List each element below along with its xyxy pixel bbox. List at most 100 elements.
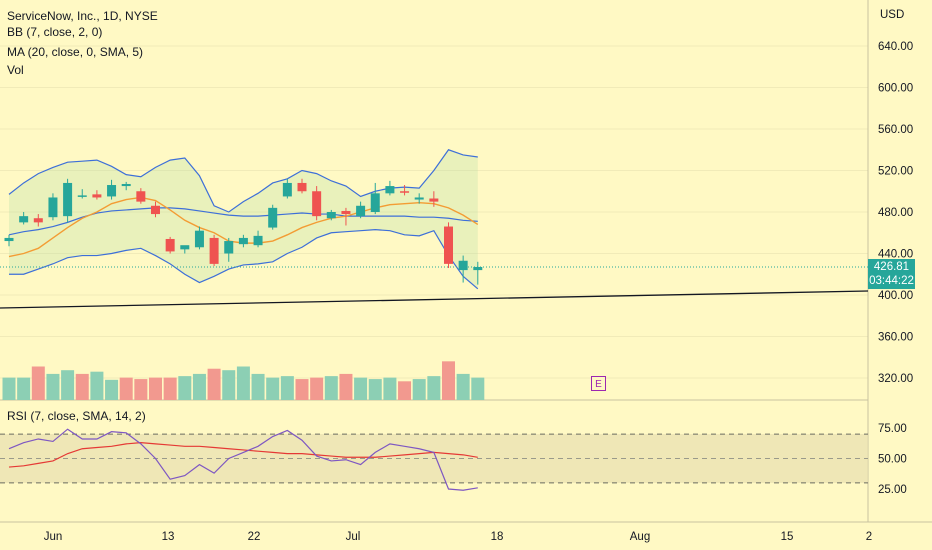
candle-body [19,216,29,223]
rsi-tick-label: 25.00 [878,484,907,496]
volume-bar [324,376,338,400]
candle-body [253,235,263,246]
candle-body [77,195,87,197]
time-tick-label: 15 [781,531,794,543]
rsi-ma-line [8,442,478,468]
time-tick-label: 13 [162,531,175,543]
candle-body [136,191,146,202]
candlesticks[interactable] [4,178,483,285]
candle [48,193,58,221]
candle [92,190,102,200]
candle-body [48,197,58,218]
price-tick-label: 360.00 [878,332,913,344]
candle [136,188,146,204]
volume-bar [295,379,309,400]
volume-bar [163,377,177,400]
volume-bar [427,376,441,400]
time-axis[interactable]: Jun 13 22 Jul 18 Aug 15 2 [44,531,872,543]
candle [19,212,29,225]
legend-volume[interactable]: Vol [7,63,24,77]
candle-body [297,182,307,192]
rsi-band [0,433,868,484]
candle-body [444,226,453,264]
volume-bar [412,379,426,400]
candle-body [209,237,219,264]
price-axis[interactable]: 640.00 600.00 560.00 520.00 480.00 440.00 400.… [878,41,913,385]
candle-body [92,194,102,198]
candle-body [63,182,73,217]
volume-bar [236,366,250,400]
candle-body [4,237,14,242]
time-tick-label: 2 [866,531,872,543]
candle [326,209,336,221]
candle-body [400,191,410,193]
legend-rsi[interactable]: RSI (7, close, SMA, 14, 2) [7,409,146,423]
rsi-tick-label: 50.00 [878,454,907,466]
legend-ma[interactable]: MA (20, close, 0, SMA, 5) [7,45,144,59]
legend-symbol[interactable]: ServiceNow, Inc., 1D, NYSE [7,9,158,23]
candle-body [282,182,292,197]
volume-bar [368,379,382,400]
candle-body [180,245,190,250]
time-tick-label: Jun [44,531,63,543]
candle [165,236,175,254]
price-tick-label: 320.00 [878,373,913,385]
candle-body [107,185,117,197]
candle [385,180,395,196]
candle-body [238,237,248,245]
volume-bar [383,377,397,400]
bar-countdown: 03:44:22 [869,275,914,287]
volume-bar [105,379,119,400]
volume-bars [2,361,485,400]
candle [268,204,278,230]
candle [297,178,307,194]
volume-bar [310,377,324,400]
candle-body [194,230,204,248]
candle-body [33,218,43,223]
current-price-badge: 426.81 03:44:22 [868,259,915,289]
volume-bar [2,377,16,400]
rsi-line [8,428,478,491]
price-tick-label: 480.00 [878,207,913,219]
candle [253,230,263,248]
candle [63,178,73,223]
candle-body [341,210,351,215]
candle [282,178,292,199]
volume-bar [61,370,75,400]
volume-bar [456,373,470,400]
rsi-axis[interactable]: 75.00 50.00 25.00 [878,423,907,496]
candle-body [326,212,336,219]
candle [444,222,453,269]
candle [370,182,380,215]
candle-body [414,197,424,200]
candle-body [121,183,131,187]
candle [4,234,14,247]
volume-bar [251,373,265,400]
currency-label: USD [880,9,904,21]
rsi-tick-label: 75.00 [878,423,907,435]
volume-bar [354,377,368,400]
candle [238,234,248,248]
candle-body [224,241,234,254]
candle [356,201,366,219]
volume-bar [90,371,104,400]
volume-bar [398,381,412,400]
trendline[interactable] [0,290,869,309]
legend-bollinger[interactable]: BB (7, close, 2, 0) [7,25,103,39]
price-tick-label: 560.00 [878,124,913,136]
volume-bar [178,376,192,400]
candle [33,214,43,227]
volume-bar [17,377,31,400]
candle [341,207,351,226]
price-tick-label: 520.00 [878,166,913,178]
earnings-marker[interactable]: E [591,376,606,391]
volume-bar [266,377,280,400]
candle-body [151,205,160,215]
current-price-value: 426.81 [873,261,910,273]
candle [209,234,219,266]
time-tick-label: Aug [630,531,650,543]
candle [473,261,483,285]
volume-bar [339,373,353,400]
candle [151,201,160,218]
